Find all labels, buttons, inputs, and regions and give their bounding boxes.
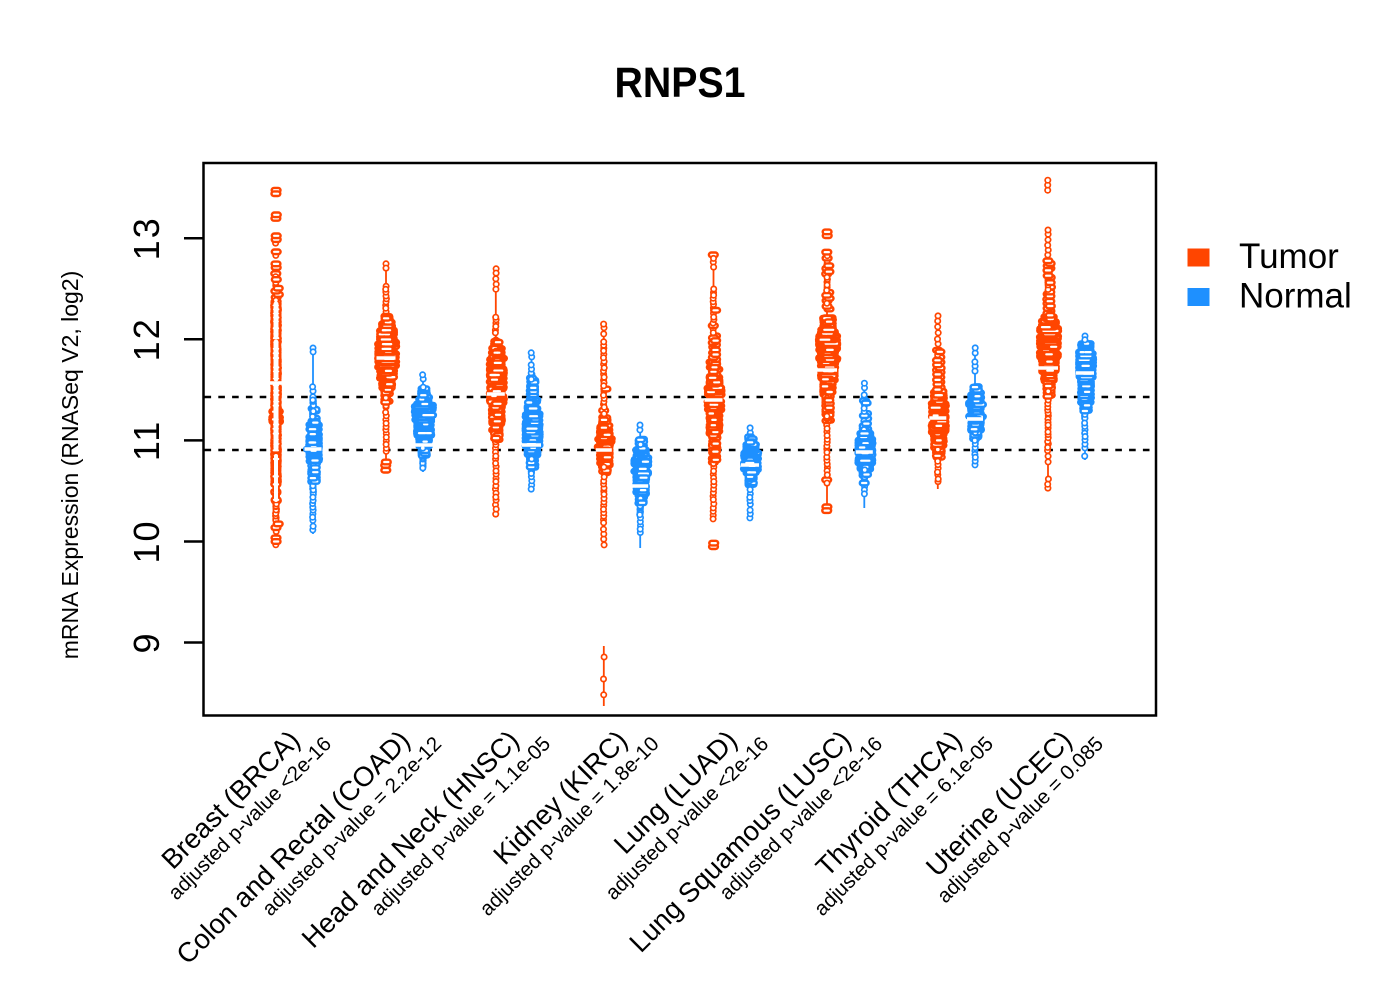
svg-text:9: 9: [126, 631, 167, 653]
svg-text:12: 12: [126, 317, 167, 361]
svg-text:11: 11: [126, 420, 167, 461]
svg-text:13: 13: [126, 216, 167, 260]
svg-text:mRNA Expression (RNASeq V2, lo: mRNA Expression (RNASeq V2, log2): [57, 271, 83, 660]
svg-text:10: 10: [126, 519, 167, 563]
svg-text:Tumor: Tumor: [1239, 237, 1339, 276]
svg-text:RNPS1: RNPS1: [615, 59, 746, 107]
svg-text:Normal: Normal: [1239, 277, 1352, 316]
